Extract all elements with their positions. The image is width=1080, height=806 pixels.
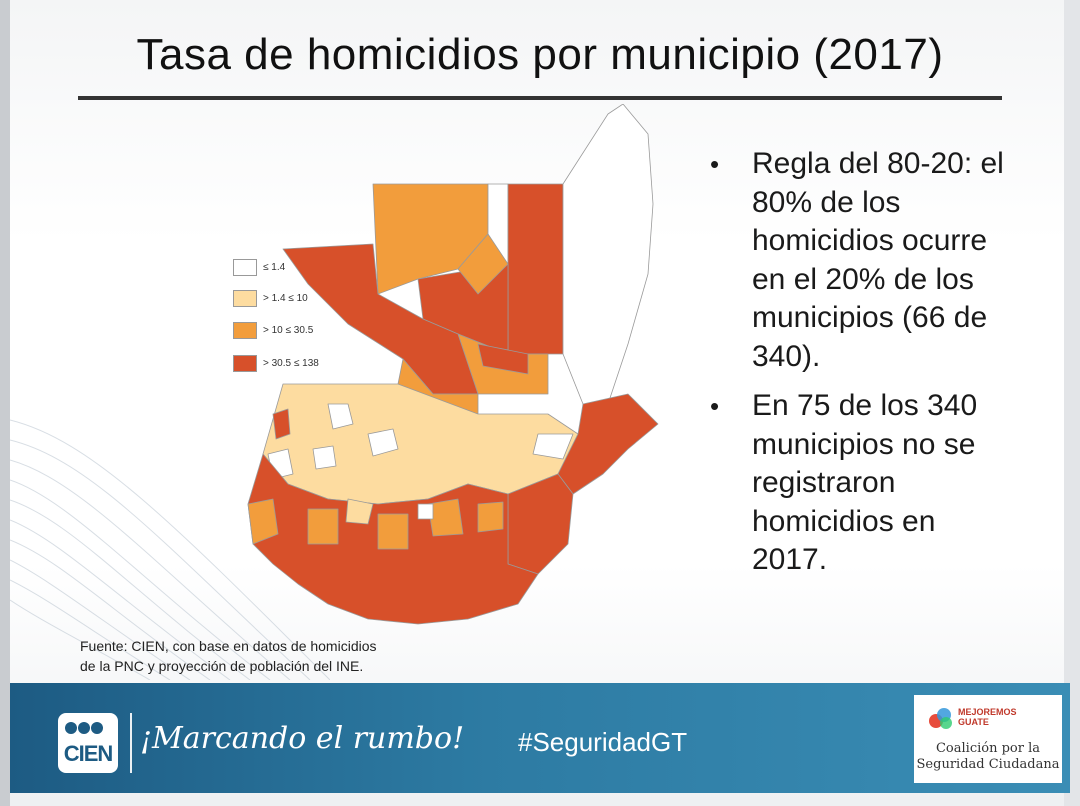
partner-brand: MEJOREMOS GUATE: [958, 707, 1017, 727]
decorative-swirl: [10, 419, 330, 680]
region-highlands-orange: [272, 408, 291, 440]
bullet-item: • Regla del 80-20: el 80% de los homicid…: [704, 145, 1004, 376]
logo-divider: [130, 713, 132, 773]
logo-text: CIEN: [63, 741, 114, 766]
legend-swatch: [233, 259, 257, 276]
region-south-orange-4: [427, 498, 464, 537]
partner-brand-line: MEJOREMOS: [958, 707, 1017, 717]
region-south-orange-3: [377, 513, 409, 550]
region-highlands-white-2: [367, 428, 399, 457]
legend-item: > 1.4 ≤ 10: [233, 290, 353, 310]
legend-label: > 30.5 ≤ 138: [263, 358, 319, 369]
region-northern-white: [562, 104, 654, 405]
legend-swatch: [233, 322, 257, 339]
coalition-logo: MEJOREMOS GUATE Coalición por la Segurid…: [914, 695, 1062, 783]
region-south-orange-2: [307, 508, 339, 545]
bullet-item: • En 75 de los 340 municipios no se regi…: [704, 387, 1004, 580]
title-divider: [78, 96, 1002, 100]
legend-item: > 10 ≤ 30.5: [233, 322, 353, 342]
source-note: Fuente: CIEN, con base en datos de homic…: [80, 636, 377, 676]
partner-line: Seguridad Ciudadana: [916, 757, 1060, 772]
bullet-marker: •: [710, 391, 720, 421]
footer-banner: CIEN ¡Marcando el rumbo! #SeguridadGT ME…: [10, 683, 1070, 793]
legend-label: > 1.4 ≤ 10: [263, 293, 308, 304]
region-highlands-white-4: [532, 433, 574, 460]
source-line: Fuente: CIEN, con base en datos de homic…: [80, 638, 377, 654]
hashtag: #SeguridadGT: [518, 727, 688, 757]
legend-item: ≤ 1.4: [233, 259, 353, 279]
region-south-orange-1: [247, 498, 279, 545]
bullet-marker: •: [710, 149, 720, 179]
region-highlands-white-1: [327, 403, 354, 430]
window-left-edge: [0, 0, 10, 806]
region-peten-east: [507, 183, 564, 355]
logo-circles-icon: [65, 721, 104, 739]
region-south-white-1: [417, 503, 434, 520]
source-line: de la PNC y proyección de población del …: [80, 658, 364, 674]
slogan: ¡Marcando el rumbo!: [140, 721, 465, 756]
region-south-orange-5: [477, 501, 504, 533]
legend-swatch: [233, 355, 257, 372]
region-izabal: [557, 393, 659, 495]
region-south-light-1: [345, 498, 374, 525]
legend-label: > 10 ≤ 30.5: [263, 325, 314, 336]
cien-logo: CIEN: [58, 713, 118, 773]
bullet-text: En 75 de los 340 municipios no se regist…: [752, 389, 978, 576]
slide-title: Tasa de homicidios por municipio (2017): [136, 30, 944, 79]
hands-icon: [929, 708, 952, 729]
partner-line: Coalición por la: [935, 741, 1040, 756]
legend-label: ≤ 1.4: [263, 262, 286, 273]
partner-name: Coalición por la Seguridad Ciudadana: [914, 741, 1062, 773]
region-peten-south-red: [477, 343, 529, 375]
bullet-text: Regla del 80-20: el 80% de los homicidio…: [752, 147, 1004, 373]
guatemala-municipality-map: [247, 104, 659, 625]
bullet-list: • Regla del 80-20: el 80% de los homicid…: [704, 145, 1004, 580]
legend-item: > 30.5 ≤ 138: [233, 355, 353, 375]
window-right-edge: [1064, 0, 1080, 806]
region-highlands-white-3: [312, 445, 337, 470]
legend-swatch: [233, 290, 257, 307]
partner-brand-line: GUATE: [958, 717, 989, 727]
region-peten-mid: [457, 233, 509, 295]
